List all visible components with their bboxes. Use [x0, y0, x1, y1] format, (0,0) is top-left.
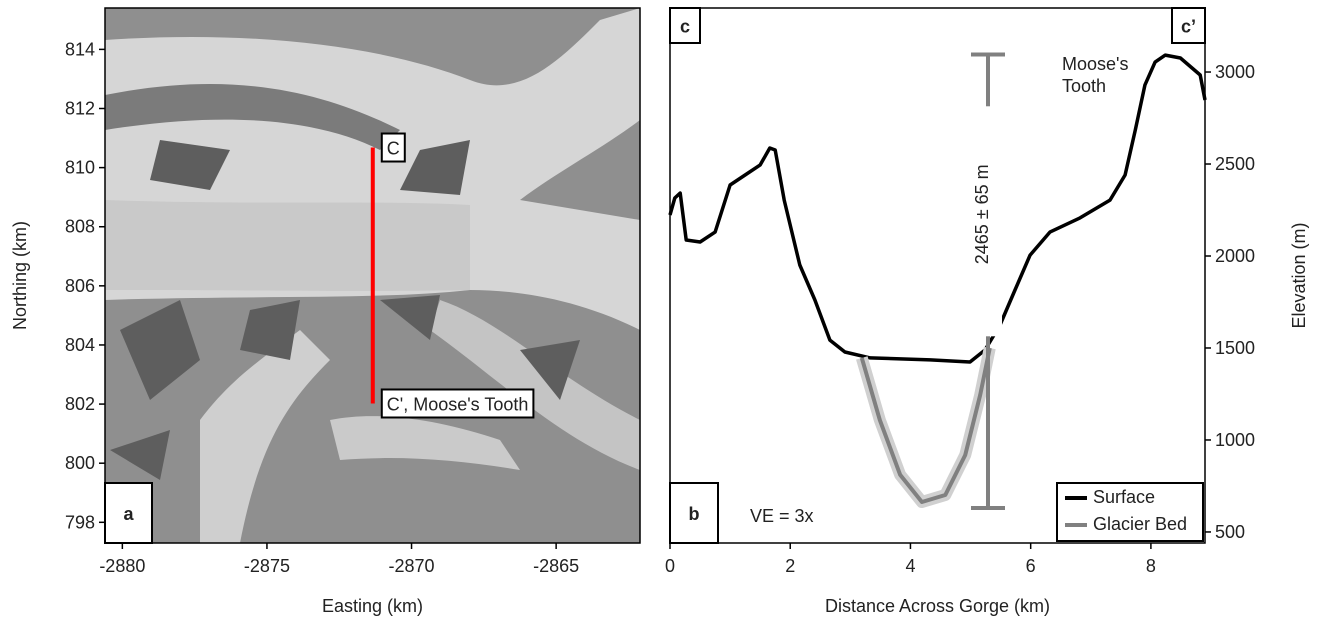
- y-tick-label: 1500: [1215, 338, 1255, 358]
- x-axis-label: Distance Across Gorge (km): [825, 596, 1050, 616]
- peak-label-line: Tooth: [1062, 76, 1106, 96]
- point-label-box: [380, 132, 406, 163]
- peak-label-line: Moose's: [1062, 54, 1128, 74]
- y-tick-label: 802: [65, 394, 95, 414]
- map-panel: -2880 -2875 -2870 -2865 798 800 802 804 806 808 81…: [10, 7, 641, 616]
- range-label-bg: [973, 106, 1002, 337]
- x-tick-label: -2870: [389, 556, 435, 576]
- y-tick-label: 2000: [1215, 246, 1255, 266]
- corner-label-box: [1171, 7, 1206, 44]
- corner-label: c: [680, 17, 690, 37]
- y-tick-label: 814: [65, 39, 95, 59]
- y-tick-label: 1000: [1215, 430, 1255, 450]
- frame: [104, 7, 641, 544]
- y-axis-label: Elevation (m): [1289, 222, 1309, 328]
- y-tick-label: 2500: [1215, 154, 1255, 174]
- x-tick-label: 0: [665, 556, 675, 576]
- y-tick-label: 3000: [1215, 62, 1255, 82]
- x-tick-label: 4: [905, 556, 915, 576]
- panel-label: b: [689, 504, 700, 524]
- x-tick-label: 2: [785, 556, 795, 576]
- peak-label: Moose's Tooth: [1062, 54, 1128, 96]
- y-tick-label: 800: [65, 453, 95, 473]
- note: VE = 3x: [750, 506, 814, 526]
- panel-label-box: [104, 482, 153, 544]
- y-tick-label: 798: [65, 512, 95, 532]
- x-tick-label: -2875: [244, 556, 290, 576]
- x-tick-label: -2880: [99, 556, 145, 576]
- y-axis-label: Northing (km): [10, 221, 30, 330]
- legend-label: Glacier Bed: [1093, 514, 1187, 534]
- point-label-box: [380, 388, 535, 419]
- y-tick-label: 804: [65, 335, 95, 355]
- y-tick-label: 808: [65, 217, 95, 237]
- legend-label: Surface: [1093, 487, 1155, 507]
- series-line: [859, 347, 992, 504]
- x-tick-label: 8: [1146, 556, 1156, 576]
- panel-label: a: [123, 504, 134, 524]
- x-tick-label: -2865: [533, 556, 579, 576]
- panel-label-box: [669, 482, 719, 544]
- y-tick-label: 500: [1215, 522, 1245, 542]
- range-label: 2465 ± 65 m: [972, 164, 992, 264]
- x-axis-label: Easting (km): [322, 596, 423, 616]
- frame: [669, 7, 1206, 544]
- x-tick-label: 6: [1026, 556, 1036, 576]
- y-tick-label: 806: [65, 276, 95, 296]
- profile-panel: 0 2 4 6 8 500 1000 1500 2000 2500 3000 Distance Acr…: [665, 7, 1309, 616]
- y-tick-label: 812: [65, 98, 95, 118]
- series-line: [668, 53, 1207, 364]
- corner-label: c’: [1181, 17, 1196, 37]
- point-label: C', Moose's Tooth: [387, 394, 529, 414]
- legend-box: [1056, 482, 1204, 542]
- point-label: C: [387, 139, 400, 159]
- y-tick-label: 810: [65, 158, 95, 178]
- corner-label-box: [669, 7, 701, 44]
